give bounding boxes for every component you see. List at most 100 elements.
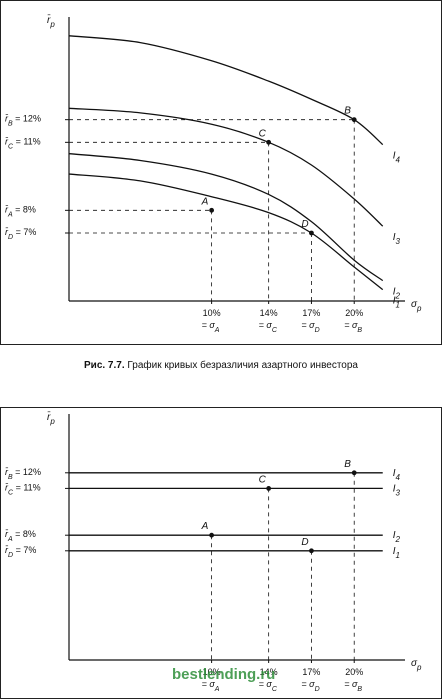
y-tick-label-b-sub: B bbox=[8, 121, 13, 128]
point-a bbox=[209, 532, 215, 538]
curve-label-i4: I4 bbox=[393, 468, 401, 482]
x-tick-sigma-b: = σB bbox=[344, 679, 362, 693]
y-axis-label-main: r̄ bbox=[47, 410, 51, 423]
curve-label-i3: I3 bbox=[393, 483, 401, 497]
caption-text: График кривых безразличия азартного инве… bbox=[127, 360, 358, 371]
x-tick-label-c: 14% bbox=[260, 308, 278, 318]
point-label-b: B bbox=[344, 459, 351, 470]
point-label-d: D bbox=[301, 537, 308, 548]
x-tick-label-b: 20% bbox=[345, 667, 363, 677]
curve-label-i1-sub: 1 bbox=[396, 301, 400, 310]
curve-label-i4-main: I bbox=[393, 151, 396, 162]
curve-label-i3-main: I bbox=[393, 483, 396, 494]
x-tick-sigma-c-sub: C bbox=[272, 686, 278, 693]
x-tick-label-a: 10% bbox=[203, 308, 221, 318]
y-axis-label-main: r̄ bbox=[47, 13, 51, 26]
x-tick-sigma-a-sub: A bbox=[214, 686, 220, 693]
y-tick-value: = 7% bbox=[13, 227, 36, 237]
y-tick-label-d-sub: D bbox=[8, 234, 13, 241]
x-tick-sigma-a: = σA bbox=[202, 320, 220, 334]
x-tick-sigma-d: = σD bbox=[301, 679, 319, 693]
curve-label-i2-sub: 2 bbox=[395, 535, 401, 544]
x-tick-label-d: 17% bbox=[302, 667, 320, 677]
curve-label-i4: I4 bbox=[393, 151, 401, 165]
y-tick-value: = 8% bbox=[13, 529, 36, 539]
y-tick-label-c: r̄C = 11% bbox=[5, 136, 41, 150]
x-tick-sigma-c: = σC bbox=[259, 320, 278, 334]
y-tick-label-b-main: r̄ bbox=[5, 467, 9, 477]
curve-label-i4-sub: 4 bbox=[396, 473, 401, 482]
y-tick-label-c: r̄C = 11% bbox=[5, 482, 41, 496]
y-axis-label: r̄p bbox=[47, 410, 55, 426]
x-tick-sigma-c: = σC bbox=[259, 679, 278, 693]
y-tick-value: = 11% bbox=[13, 136, 41, 146]
y-tick-label-b: r̄B = 12% bbox=[5, 467, 41, 481]
point-label-a: A bbox=[201, 196, 209, 207]
y-tick-label-d-main: r̄ bbox=[5, 227, 9, 237]
curve-label-i2: I2 bbox=[393, 530, 401, 544]
x-tick-sigma-a-main: = σ bbox=[202, 679, 216, 689]
y-tick-label-c-main: r̄ bbox=[5, 482, 9, 492]
curve-label-i1-main: I bbox=[393, 546, 396, 557]
x-tick-sigma-a: = σA bbox=[202, 679, 220, 693]
curve-label-i1-sub: 1 bbox=[396, 551, 400, 560]
curve-label-i3-sub: 3 bbox=[396, 488, 401, 497]
chart-panel-bottom: r̄p σp I4 I3 I2 I1 r̄B = 12% r̄C = 11% r̄A = 8% r… bbox=[0, 407, 442, 699]
y-tick-label-d-main: r̄ bbox=[5, 545, 9, 555]
curve-label-i3: I3 bbox=[393, 232, 401, 246]
y-tick-label-a: r̄A = 8% bbox=[5, 204, 36, 218]
y-tick-label-d: r̄D = 7% bbox=[5, 227, 36, 241]
curve-label-i2: I2 bbox=[393, 287, 401, 301]
y-axis-label-sub: p bbox=[49, 417, 55, 426]
curve-label-i1: I1 bbox=[393, 546, 400, 560]
point-label-c: C bbox=[259, 128, 267, 139]
y-tick-label-c-sub: C bbox=[8, 489, 14, 496]
curve-label-i2-main: I bbox=[393, 287, 396, 298]
x-axis-label-main: σ bbox=[411, 299, 418, 310]
x-axis-label: σp bbox=[411, 299, 422, 313]
point-label-d: D bbox=[301, 219, 308, 230]
x-tick-sigma-b-sub: B bbox=[357, 327, 362, 334]
x-tick-sigma-a-sub: A bbox=[214, 327, 220, 334]
curve-label-i2-sub: 2 bbox=[395, 292, 401, 301]
y-tick-label-a-sub: A bbox=[7, 211, 13, 218]
x-axis-label-sub: p bbox=[416, 304, 422, 313]
x-tick-sigma-d-sub: D bbox=[315, 686, 320, 693]
point-b bbox=[351, 470, 357, 476]
curve-label-i3-main: I bbox=[393, 232, 396, 243]
x-tick-sigma-c-main: = σ bbox=[259, 679, 273, 689]
chart-panel-top: r̄p σp I4 I3 I2 I1 r̄B = 12% r̄C = 11% r̄A = 8% r… bbox=[0, 0, 442, 345]
x-tick-label-a: 10% bbox=[203, 667, 221, 677]
x-tick-sigma-d-sub: D bbox=[315, 327, 320, 334]
curve-label-i4-main: I bbox=[393, 468, 396, 479]
x-tick-label-b: 20% bbox=[345, 308, 363, 318]
x-tick-sigma-d: = σD bbox=[301, 320, 319, 334]
series-line-i1 bbox=[68, 173, 384, 291]
y-tick-label-d-sub: D bbox=[8, 552, 13, 559]
point-b bbox=[351, 117, 357, 123]
x-tick-sigma-b-main: = σ bbox=[344, 679, 358, 689]
curve-label-i2-main: I bbox=[393, 530, 396, 541]
x-tick-sigma-b: = σB bbox=[344, 320, 362, 334]
x-tick-label-d: 17% bbox=[302, 308, 320, 318]
x-tick-sigma-a-main: = σ bbox=[202, 320, 216, 330]
curve-label-i1-main: I bbox=[393, 296, 396, 307]
point-c bbox=[266, 139, 272, 145]
x-tick-sigma-d-main: = σ bbox=[301, 679, 315, 689]
x-tick-sigma-b-sub: B bbox=[357, 686, 362, 693]
y-axis-label-sub: p bbox=[49, 20, 55, 29]
point-label-a: A bbox=[201, 521, 209, 532]
y-tick-label-d: r̄D = 7% bbox=[5, 545, 36, 559]
point-d bbox=[309, 230, 314, 236]
curve-label-i1: I1 bbox=[393, 296, 400, 310]
x-tick-sigma-c-main: = σ bbox=[259, 320, 273, 330]
y-tick-label-c-sub: C bbox=[8, 143, 14, 150]
y-tick-label-a-main: r̄ bbox=[5, 204, 9, 214]
y-tick-label-b-sub: B bbox=[8, 474, 13, 481]
figure-caption: Рис. 7.7. График кривых безразличия азар… bbox=[0, 360, 442, 371]
x-tick-sigma-c-sub: C bbox=[272, 327, 278, 334]
caption-prefix: Рис. 7.7. bbox=[84, 360, 125, 371]
y-tick-label-b: r̄B = 12% bbox=[5, 114, 41, 128]
